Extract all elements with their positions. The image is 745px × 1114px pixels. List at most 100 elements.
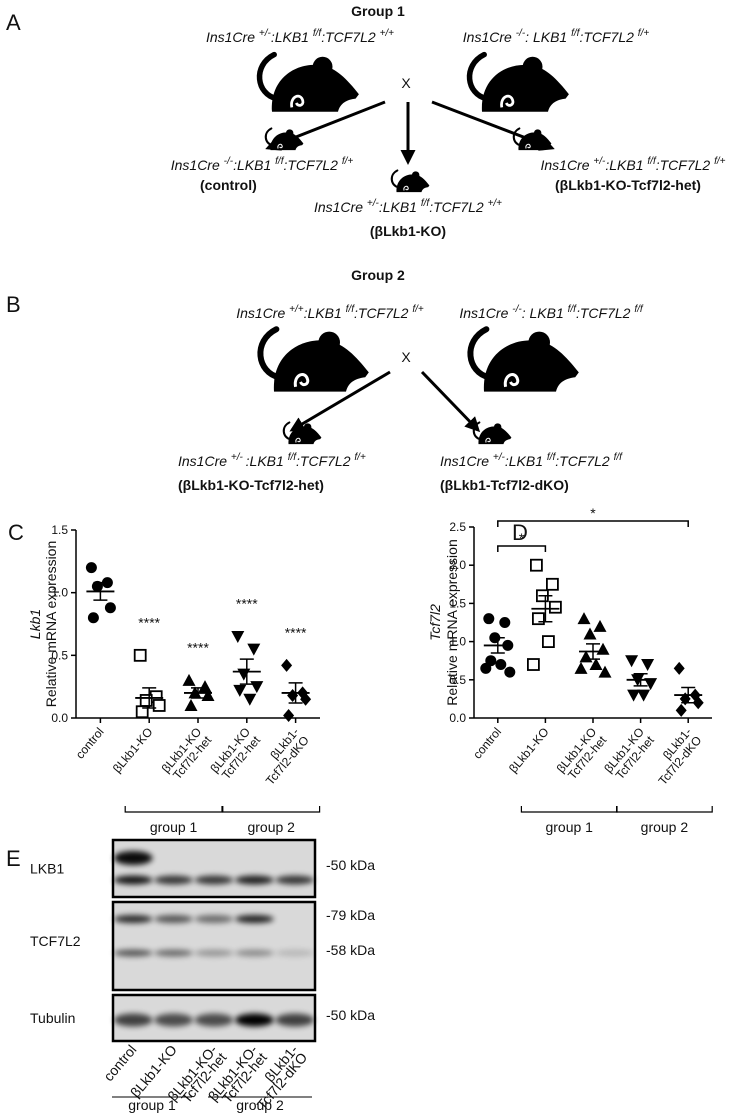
x-tick-label: βLkb1-KO bbox=[506, 725, 552, 776]
x-tick-label: control bbox=[470, 725, 504, 762]
gene-text: :LKB1 bbox=[246, 453, 288, 469]
superscript: f/+ bbox=[714, 156, 726, 167]
superscript: f/f bbox=[614, 452, 624, 463]
gene-text: :TCF7L2 bbox=[321, 29, 379, 45]
sem-bar bbox=[633, 672, 648, 687]
gene-text: :LKB1 bbox=[505, 453, 547, 469]
gene-text: Ins1Cre bbox=[178, 453, 231, 469]
superscript: f/f bbox=[547, 452, 557, 463]
panel-label: E bbox=[6, 846, 21, 871]
y-tick-label: 0.5 bbox=[51, 648, 68, 662]
y-tick-label: 0.5 bbox=[449, 673, 466, 687]
blot-band bbox=[194, 875, 234, 885]
superscript: f/f bbox=[647, 156, 657, 167]
blot-band bbox=[275, 949, 315, 957]
data-point bbox=[504, 666, 516, 678]
sem-bar bbox=[288, 682, 303, 704]
data-point bbox=[627, 689, 641, 702]
superscript: -/- bbox=[516, 28, 526, 39]
genotype: Ins1Cre -/-: LKB1 f/f:TCF7L2 f/f bbox=[459, 304, 644, 321]
annotation: **** bbox=[236, 596, 258, 612]
sem-bar bbox=[681, 686, 696, 704]
genotype: Ins1Cre -/-:LKB1 f/f:TCF7L2 f/+ bbox=[171, 156, 354, 173]
group-label: group 2 bbox=[236, 1097, 284, 1113]
superscript: +/- bbox=[231, 452, 246, 463]
data-point bbox=[247, 643, 261, 656]
panel-b-art bbox=[260, 329, 578, 445]
superscript: f/+ bbox=[638, 28, 650, 39]
data-point bbox=[675, 703, 687, 717]
blot-band bbox=[235, 875, 274, 885]
data-point bbox=[583, 627, 597, 640]
significance-label: * bbox=[590, 505, 596, 521]
gene-text: : LKB1 bbox=[522, 305, 568, 321]
y-tick-label: 1.5 bbox=[51, 523, 68, 537]
data-point bbox=[530, 558, 543, 572]
blot-row-label: Tubulin bbox=[30, 1010, 75, 1026]
annotation: **** bbox=[187, 639, 209, 655]
blot-row-label: TCF7L2 bbox=[30, 933, 81, 949]
blot-band bbox=[113, 915, 153, 923]
blot-band bbox=[113, 851, 153, 865]
data-point bbox=[152, 699, 166, 712]
blot-band bbox=[235, 915, 274, 923]
gene-text: :TCF7L2 bbox=[656, 157, 714, 173]
superscript: f/f bbox=[634, 304, 644, 315]
panel-title: Group 1 bbox=[351, 3, 405, 19]
group-label: group 1 bbox=[545, 819, 593, 835]
blot-band bbox=[154, 915, 193, 923]
panel-label: A bbox=[6, 10, 21, 35]
superscript: +/+ bbox=[380, 28, 395, 39]
gene-text: Ins1Cre bbox=[540, 157, 593, 173]
blot-box bbox=[111, 838, 317, 899]
lane-label: control bbox=[100, 1042, 139, 1084]
group-label: group 1 bbox=[128, 1097, 176, 1113]
x-tick-label: βLkb1-KO bbox=[110, 725, 156, 776]
kda-marker: -79 kDa bbox=[326, 907, 375, 923]
blot-band bbox=[275, 875, 315, 885]
data-point bbox=[692, 696, 704, 710]
data-point bbox=[104, 602, 116, 614]
blot-band bbox=[113, 949, 153, 957]
data-point bbox=[198, 680, 212, 693]
superscript: f/f bbox=[346, 304, 356, 315]
significance-label: * bbox=[519, 530, 525, 546]
superscript: +/- bbox=[259, 28, 272, 39]
data-point bbox=[243, 693, 257, 706]
gene-text: :LKB1 bbox=[605, 157, 647, 173]
y-tick-label: 2.0 bbox=[449, 558, 466, 572]
group-label: group 2 bbox=[641, 819, 689, 835]
x-tick-label-group: βLkb1-KO bbox=[506, 725, 552, 776]
y-axis-label: Relative mRNA expression bbox=[43, 541, 59, 708]
superscript: f/+ bbox=[354, 452, 366, 463]
data-point bbox=[283, 708, 295, 722]
y-tick-label: 1.5 bbox=[449, 596, 466, 610]
blot-band bbox=[275, 1013, 315, 1027]
data-point bbox=[577, 612, 591, 625]
blot-band bbox=[113, 1013, 153, 1027]
genotype: Ins1Cre +/-:LKB1 f/f:TCF7L2 +/+ bbox=[206, 28, 394, 45]
data-point bbox=[593, 619, 607, 632]
sem-bar bbox=[586, 643, 600, 660]
gene-text: : LKB1 bbox=[525, 29, 571, 45]
blot-band bbox=[235, 949, 274, 957]
annotation: **** bbox=[285, 624, 307, 640]
y-tick-label: 1.0 bbox=[449, 635, 466, 649]
gene-text: Ins1Cre bbox=[236, 305, 289, 321]
gene-text: Ins1Cre bbox=[463, 29, 516, 45]
data-point bbox=[85, 562, 97, 574]
gene-text: :TCF7L2 bbox=[283, 157, 341, 173]
offspring-name: (βLkb1-Tcf7l2-dKO) bbox=[440, 477, 569, 493]
sem-bar bbox=[490, 637, 505, 654]
panel-title: Group 2 bbox=[351, 267, 405, 283]
blot-row-label: LKB1 bbox=[30, 861, 64, 877]
gene-text: :TCF7L2 bbox=[555, 453, 613, 469]
blot-band bbox=[154, 949, 193, 957]
data-point bbox=[549, 600, 562, 614]
x-tick-label-group: βLkb1-Tcf7l2-dKO bbox=[656, 725, 705, 788]
data-point bbox=[480, 662, 492, 674]
superscript: f/f bbox=[421, 198, 431, 209]
gene-text: :LKB1 bbox=[233, 157, 275, 173]
